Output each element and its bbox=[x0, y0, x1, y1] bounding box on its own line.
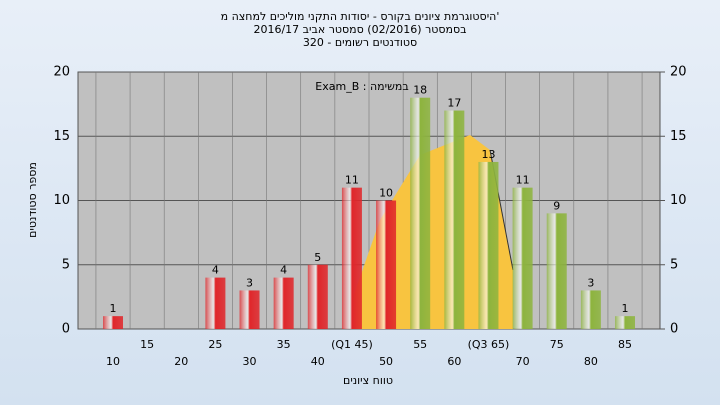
bar bbox=[205, 277, 226, 329]
x-tick-label: 55 bbox=[413, 338, 427, 351]
value-label: 11 bbox=[516, 174, 530, 187]
value-label: 18 bbox=[413, 84, 427, 97]
x-tick-label: 80 bbox=[584, 355, 598, 368]
x-tick-label: 60 bbox=[447, 355, 461, 368]
x-tick-label: 50 bbox=[379, 355, 393, 368]
y2-tick-label: 15 bbox=[670, 129, 687, 144]
x-tick-label: 85 bbox=[618, 338, 632, 351]
bar bbox=[444, 110, 465, 329]
bar bbox=[103, 316, 123, 329]
bar bbox=[341, 187, 362, 329]
value-label: 13 bbox=[481, 148, 495, 161]
value-label: 1 bbox=[110, 302, 117, 315]
x-tick-label: 40 bbox=[311, 355, 325, 368]
y2-tick-label: 10 bbox=[670, 193, 687, 208]
bar bbox=[239, 290, 260, 329]
value-label: 5 bbox=[314, 251, 321, 264]
bar bbox=[546, 213, 567, 329]
bar bbox=[307, 264, 328, 329]
x-tick-label: 10 bbox=[106, 355, 120, 368]
y2-tick-label: 20 bbox=[670, 65, 687, 80]
x-tick-label: 20 bbox=[174, 355, 188, 368]
value-label: 3 bbox=[246, 276, 253, 289]
bar bbox=[478, 161, 499, 329]
y-tick-label: 5 bbox=[62, 257, 70, 272]
bar bbox=[512, 187, 533, 329]
y-tick-label: 0 bbox=[62, 322, 70, 337]
y2-tick-label: 5 bbox=[670, 257, 678, 272]
bar bbox=[580, 290, 601, 329]
bar bbox=[410, 97, 431, 329]
bar bbox=[615, 316, 635, 329]
y-tick-label: 10 bbox=[53, 193, 70, 208]
y-tick-label: 15 bbox=[53, 129, 70, 144]
x-tick-label: 75 bbox=[550, 338, 564, 351]
y-tick-label: 20 bbox=[53, 65, 70, 80]
value-label: 11 bbox=[345, 174, 359, 187]
x-tick-label: 15 bbox=[140, 338, 154, 351]
x-tick-label: (Q3 65) bbox=[468, 338, 510, 351]
chart-subtitle: סטודנטים רשומים - 320 bbox=[303, 36, 417, 49]
value-label: 4 bbox=[212, 264, 219, 277]
bar bbox=[376, 200, 397, 329]
value-label: 3 bbox=[587, 276, 594, 289]
annotation: במשימה : Exam_B bbox=[315, 80, 408, 93]
value-label: 1 bbox=[622, 302, 629, 315]
chart-title: 'היסטוגרמת ציונים בקורס - יסודות התקני מ… bbox=[221, 10, 500, 23]
x-axis-label: טווח ציונים bbox=[343, 374, 393, 387]
value-label: 4 bbox=[280, 264, 287, 277]
value-label: 17 bbox=[447, 97, 461, 110]
x-tick-label: 30 bbox=[243, 355, 257, 368]
chart-subtitle: בסמסטר (02/2016) סמסטר אביב 2016/17 bbox=[253, 23, 466, 36]
x-tick-label: 35 bbox=[277, 338, 291, 351]
y2-tick-label: 0 bbox=[670, 322, 678, 337]
bar bbox=[273, 277, 294, 329]
y-axis-label: מספר סטודנטים bbox=[26, 162, 39, 238]
value-label: 10 bbox=[379, 187, 393, 200]
x-tick-label: 25 bbox=[208, 338, 222, 351]
x-tick-label: (Q1 45) bbox=[331, 338, 373, 351]
x-tick-label: 70 bbox=[516, 355, 530, 368]
value-label: 9 bbox=[553, 199, 560, 212]
